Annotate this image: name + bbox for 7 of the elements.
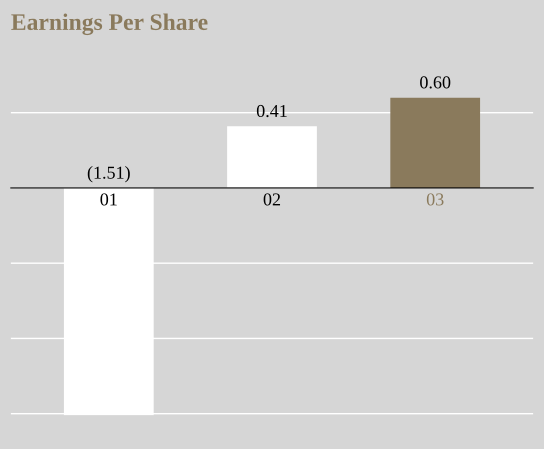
chart-title: Earnings Per Share (11, 13, 208, 36)
data-label: 0.41 (256, 104, 287, 118)
data-label: 0.60 (420, 76, 450, 89)
data-label: (1.51) (88, 166, 130, 182)
x-tick-label: 02 (264, 193, 280, 206)
x-tick-label: 03 (426, 193, 444, 206)
x-tick-label: 01 (100, 193, 117, 206)
